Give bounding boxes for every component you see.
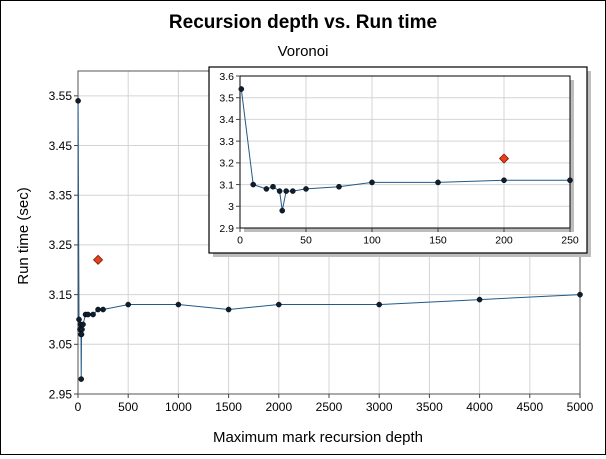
data-point [79,326,85,333]
data-point [125,301,131,308]
data-point [75,98,81,104]
x-tick-label: 5000 [567,400,594,414]
x-tick-label: 0 [75,400,82,414]
x-tick-label: 1500 [215,400,242,414]
inset-plot: 0 50 100 150 200 250 2.9 3 3.1 3.2 3.3 3.4 3.5 3.6 [208,66,591,257]
y-tick-label: 3.15 [49,288,73,302]
outlier-marker [498,153,510,164]
y-tick-label: 3.1 [219,179,234,191]
y-tick-label: 3.05 [49,338,73,352]
data-point [263,186,270,192]
data-point [303,186,309,192]
x-tick-label: 150 [429,235,447,247]
inset-plot-border [239,75,571,229]
data-point [78,331,85,338]
x-axis-label: Maximum mark recursion depth [213,429,423,446]
data-point [270,183,276,190]
data-point [78,376,85,382]
data-point [76,316,82,323]
x-tick-label: 4000 [466,400,493,414]
data-point [80,321,86,328]
data-point [376,301,383,308]
data-point [225,306,232,313]
y-tick-label: 3.2 [219,158,234,170]
x-tick-label: 100 [363,235,381,247]
y-tick-label: 2.95 [49,387,73,401]
data-point [369,179,375,186]
data-point [175,301,182,308]
x-tick-label: 2000 [265,400,292,414]
x-tick-label: 3500 [416,400,443,414]
x-tick-label: 250 [561,235,579,247]
data-point [283,188,290,194]
data-point [85,311,91,318]
y-tick-label: 3.4 [219,114,234,126]
x-tick-label: 4500 [516,400,543,414]
data-point [289,188,296,194]
outlier-marker [93,254,104,265]
y-tick-label: 3 [228,201,234,213]
y-tick-label: 3.25 [49,238,73,252]
data-point [100,306,106,313]
data-point [275,301,282,308]
y-tick-label: 3.6 [219,71,234,83]
y-tick-label: 2.9 [219,223,234,235]
x-tick-label: 0 [237,235,243,247]
data-point [501,177,507,184]
data-point [238,86,245,92]
data-point [90,311,96,318]
y-tick-label: 3.45 [49,139,73,153]
x-tick-label: 2500 [316,400,343,414]
y-axis-label: Run time (sec) [15,187,32,285]
data-point [336,183,342,190]
data-point [577,291,583,298]
x-tick-label: 50 [300,235,312,247]
x-tick-label: 1000 [165,400,192,414]
y-tick-label: 3.55 [49,89,73,103]
inset-background [240,76,570,228]
inset-frame [208,66,588,254]
data-point [435,179,441,186]
x-tick-label: 200 [495,235,513,247]
x-tick-label: 500 [118,400,138,414]
chart-title: Recursion depth vs. Run time [169,12,437,33]
y-tick-label: 3.5 [219,92,234,104]
data-point [276,188,283,194]
data-point [250,181,256,188]
data-point [476,296,483,303]
x-tick-label: 3000 [366,400,393,414]
data-point [279,207,286,214]
y-tick-label: 3.35 [49,189,73,203]
y-tick-label: 3.3 [219,136,234,148]
data-point [95,306,101,313]
data-point [567,177,573,184]
chart-subtitle: Voronoi [278,43,329,60]
